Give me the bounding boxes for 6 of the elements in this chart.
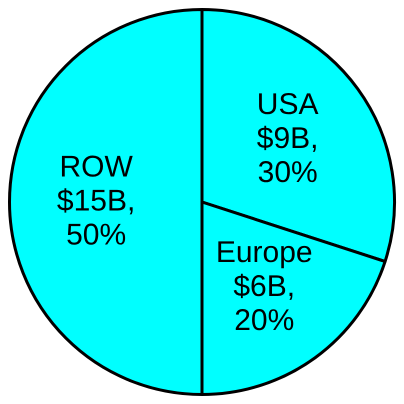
slice-label: ROW bbox=[59, 150, 134, 184]
slice-label: Europe bbox=[216, 236, 313, 269]
data-label: $15B, 50% bbox=[56, 184, 136, 252]
data-label: $6B, 20% bbox=[233, 270, 296, 337]
slice-label: USA bbox=[256, 88, 318, 122]
data-label: $9B, 30% bbox=[256, 122, 319, 190]
